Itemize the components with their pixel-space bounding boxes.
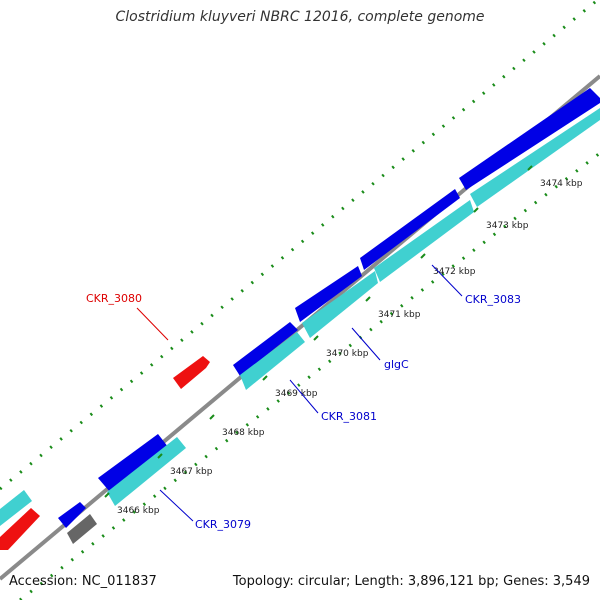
tick-label: 3469 kbp — [275, 389, 318, 399]
tick-label: 3471 kbp — [378, 310, 421, 320]
callout-line — [159, 489, 194, 522]
gene-ckr-3080-arrow[interactable] — [173, 356, 210, 389]
gene-ckr-3079-cds[interactable] — [98, 434, 172, 492]
genome-summary: Topology: circular; Length: 3,896,121 bp… — [232, 574, 590, 589]
tick-mark — [157, 453, 163, 459]
map-title: Clostridium kluyveri NBRC 12016, complet… — [115, 9, 485, 25]
tick-label: 3474 kbp — [540, 179, 583, 189]
gene-blue-upper-right[interactable] — [459, 88, 600, 190]
gene-ckr-3083-match[interactable] — [374, 200, 474, 282]
tick-label: 3468 kbp — [222, 428, 265, 438]
gene-label-ckr-3083[interactable]: CKR_3083 — [465, 293, 521, 306]
other-feature-block[interactable] — [67, 514, 97, 544]
reverse-gene-arrow-left[interactable] — [0, 508, 40, 550]
tick-label: 3466 kbp — [117, 506, 160, 516]
position-ticks: 3466 kbp 3467 kbp 3468 kbp 3469 kbp 3470 kbp… — [104, 165, 583, 516]
tick-mark — [527, 165, 533, 171]
tick-label: 3472 kbp — [433, 267, 476, 277]
tick-mark — [209, 414, 215, 420]
gene-cyan-edge-left[interactable] — [0, 490, 32, 526]
tick-mark — [262, 375, 268, 381]
gene-callouts: CKR_3080 CKR_3079 CKR_3081 glgC CKR_3083 — [86, 264, 521, 531]
gene-cyan-upper-right[interactable] — [470, 108, 600, 207]
gene-glgc-cds[interactable] — [295, 266, 362, 322]
tick-mark — [365, 296, 371, 302]
gc-track-outer — [0, 0, 600, 491]
tick-label: 3473 kbp — [486, 221, 529, 231]
accession-label: Accession: NC_011837 — [9, 574, 157, 589]
callout-line — [136, 307, 169, 341]
callout-line — [431, 264, 463, 297]
gene-label-glgc[interactable]: glgC — [384, 358, 409, 371]
tick-label: 3467 kbp — [170, 467, 213, 477]
gene-ckr-3083-cds[interactable] — [360, 189, 460, 270]
gene-glgc-match[interactable] — [302, 271, 378, 338]
tick-label: 3470 kbp — [326, 349, 369, 359]
gene-ckr-3081-match[interactable] — [240, 332, 305, 390]
tick-mark — [104, 492, 110, 498]
gene-ckr-3081-cds[interactable] — [233, 322, 298, 376]
tick-mark — [420, 253, 426, 259]
gene-blue-edge-left[interactable] — [58, 502, 86, 528]
callout-line — [289, 379, 319, 414]
tick-mark — [473, 207, 479, 213]
callout-line — [351, 327, 381, 361]
gene-label-ckr-3079[interactable]: CKR_3079 — [195, 518, 251, 531]
gene-label-ckr-3080[interactable]: CKR_3080 — [86, 292, 142, 305]
tick-mark — [313, 335, 319, 341]
gene-label-ckr-3081[interactable]: CKR_3081 — [321, 410, 377, 423]
gene-ckr-3079-match[interactable] — [107, 437, 186, 506]
